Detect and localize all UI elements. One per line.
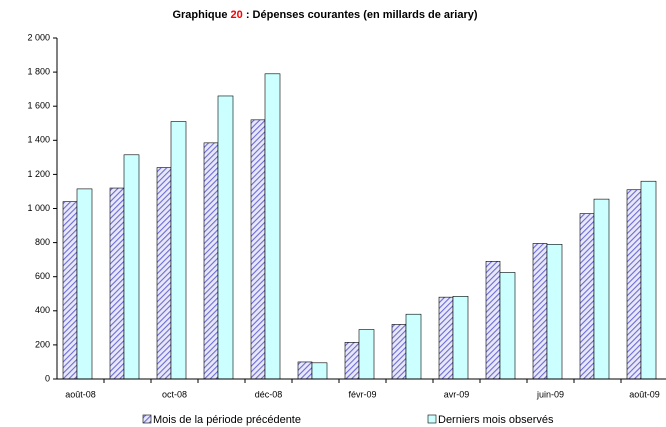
legend-swatch xyxy=(142,414,152,424)
bar xyxy=(217,95,234,380)
x-tick-label: juin-09 xyxy=(536,389,564,399)
bar xyxy=(62,201,78,380)
x-tick-label: déc-08 xyxy=(255,389,283,399)
y-tick-label: 600 xyxy=(35,271,50,281)
x-tick-label: févr-09 xyxy=(348,389,376,399)
bar xyxy=(109,187,125,380)
y-tick-label: 1 200 xyxy=(27,169,50,179)
y-tick-label: 0 xyxy=(45,373,50,383)
bar xyxy=(123,154,140,380)
bar xyxy=(640,180,657,380)
title-part: : Dépenses courantes (en millards de ari… xyxy=(243,9,478,21)
x-tick-label: avr-09 xyxy=(444,389,470,399)
legend-swatch xyxy=(427,414,437,424)
bar xyxy=(76,188,93,380)
bar xyxy=(311,362,328,380)
legend-label: Mois de la période précédente xyxy=(153,414,301,426)
y-tick-label: 1 600 xyxy=(27,101,50,111)
title-part: 20 xyxy=(231,9,243,21)
y-tick-label: 2 000 xyxy=(27,32,50,42)
bar xyxy=(344,342,360,380)
y-tick-label: 1 000 xyxy=(27,203,50,213)
chart-title: Graphique 20 : Dépenses courantes (en mi… xyxy=(172,9,477,21)
bar xyxy=(203,142,219,380)
y-tick-label: 400 xyxy=(35,305,50,315)
x-tick-label: août-08 xyxy=(65,389,96,399)
bar xyxy=(593,198,610,380)
bar xyxy=(438,296,454,380)
y-tick-label: 1 400 xyxy=(27,135,50,145)
bar xyxy=(297,361,313,380)
y-tick-label: 800 xyxy=(35,237,50,247)
bar xyxy=(546,244,563,380)
title-part: Graphique xyxy=(172,9,230,21)
bar xyxy=(532,243,548,380)
bar xyxy=(452,296,469,380)
y-tick-label: 200 xyxy=(35,339,50,349)
y-tick-label: 1 800 xyxy=(27,66,50,76)
bar xyxy=(264,73,281,380)
bar xyxy=(499,272,516,380)
bar xyxy=(579,213,595,380)
bar xyxy=(156,167,172,380)
x-tick-label: août-09 xyxy=(629,389,660,399)
bar xyxy=(250,119,266,380)
bar xyxy=(358,329,375,380)
x-tick-label: oct-08 xyxy=(162,389,187,399)
legend-label: Derniers mois observés xyxy=(438,414,554,426)
bar xyxy=(405,313,422,380)
bar xyxy=(485,261,501,380)
bar xyxy=(391,324,407,380)
bar xyxy=(170,121,187,380)
bar xyxy=(626,189,642,380)
